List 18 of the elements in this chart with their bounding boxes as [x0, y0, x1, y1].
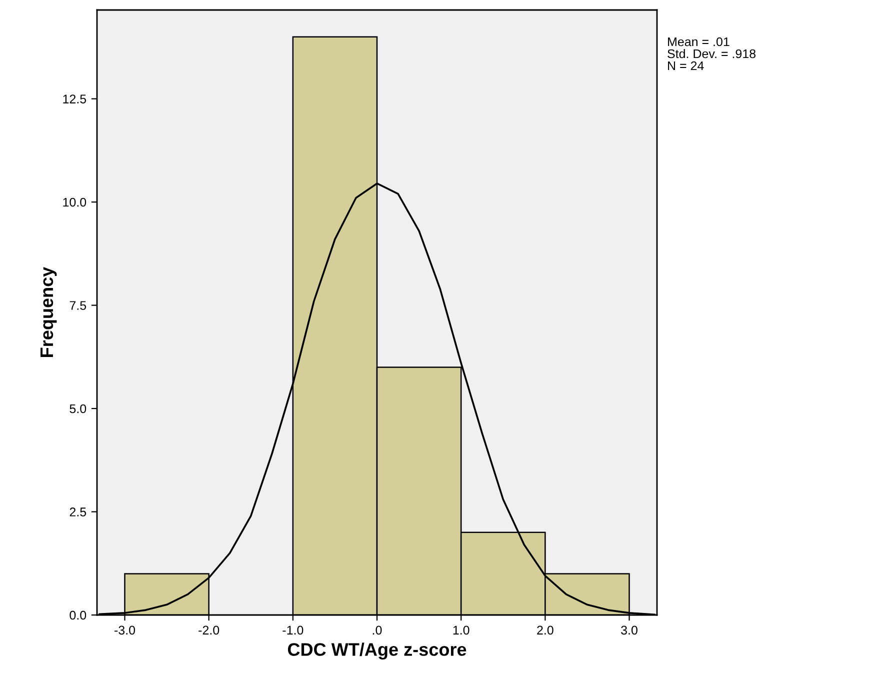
- y-tick-label: 10.0: [63, 198, 86, 207]
- y-tick-label: 5.0: [70, 404, 86, 414]
- y-tick-label: 2.5: [70, 508, 86, 516]
- y-tick-label: 0.0: [70, 610, 86, 620]
- x-tick-label: 3.0: [621, 626, 638, 635]
- y-tick-label: 7.5: [70, 301, 86, 310]
- y-axis-title: Frequency: [40, 266, 57, 357]
- x-tick-label: 1.0: [453, 626, 470, 635]
- x-tick-label: -2.0: [198, 626, 220, 635]
- text: Mean = .01: [668, 37, 730, 46]
- x-axis-title: CDC WT/Age z-score: [288, 642, 466, 660]
- y-tick-label: 12.5: [63, 94, 86, 104]
- text: Std. Dev. = .918: [668, 49, 756, 58]
- text: N = 24: [668, 61, 704, 70]
- x-tick-label: .0: [372, 626, 382, 635]
- x-tick-label: 2.0: [537, 626, 554, 635]
- x-tick-label: -1.0: [282, 626, 304, 635]
- x-tick-label: -3.0: [114, 626, 136, 635]
